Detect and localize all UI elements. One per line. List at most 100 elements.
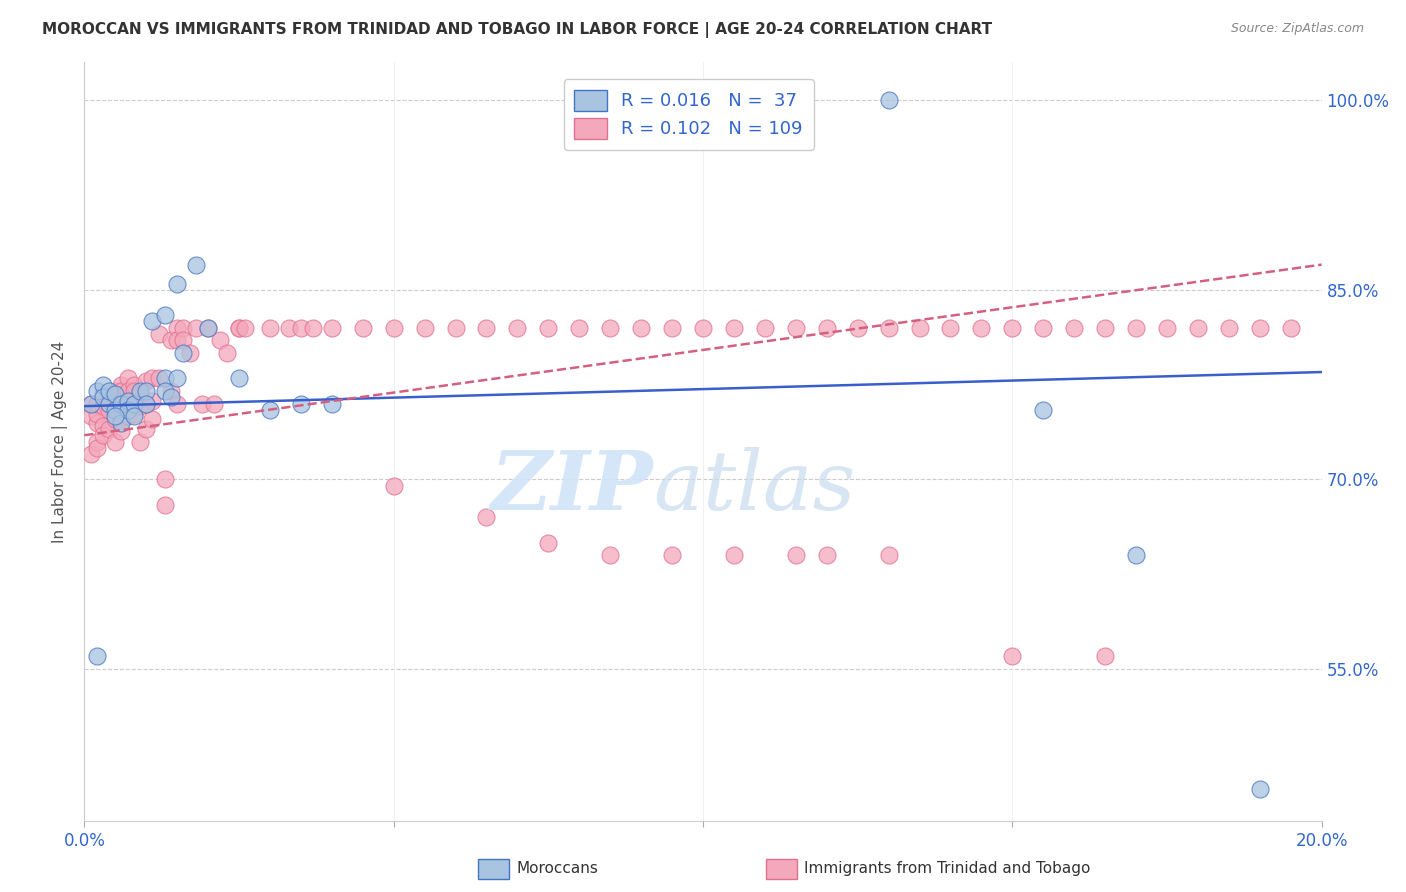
Point [160, 390, 183, 404]
Point [91, 386, 114, 401]
Point [104, 386, 127, 401]
Point [352, 320, 374, 334]
Point [228, 371, 250, 385]
Point [110, 416, 132, 430]
Point [79, 396, 101, 410]
Point [877, 548, 900, 562]
Point [1094, 320, 1116, 334]
Point [79, 396, 101, 410]
Point [1032, 403, 1054, 417]
Text: MOROCCAN VS IMMIGRANTS FROM TRINIDAD AND TOBAGO IN LABOR FORCE | AGE 20-24 CORRE: MOROCCAN VS IMMIGRANTS FROM TRINIDAD AND… [42, 22, 993, 38]
Point [877, 320, 900, 334]
Point [382, 479, 405, 493]
Point [202, 396, 225, 410]
Point [141, 412, 163, 426]
Point [98, 403, 121, 417]
Point [785, 548, 807, 562]
Point [785, 320, 807, 334]
Point [172, 320, 194, 334]
Point [166, 334, 188, 348]
Point [98, 384, 121, 398]
Point [141, 371, 163, 385]
Point [122, 396, 145, 410]
Point [290, 396, 312, 410]
Point [815, 548, 838, 562]
Point [122, 377, 145, 392]
Point [661, 320, 683, 334]
Point [141, 394, 163, 409]
Point [413, 320, 436, 334]
Point [382, 320, 405, 334]
Point [1187, 320, 1209, 334]
Point [153, 371, 176, 385]
Point [129, 399, 152, 413]
Point [599, 320, 621, 334]
Point [153, 384, 176, 398]
Point [290, 320, 312, 334]
Point [537, 320, 560, 334]
Point [135, 384, 157, 398]
Point [86, 441, 108, 455]
Point [160, 384, 183, 398]
Point [166, 396, 188, 410]
Point [228, 320, 250, 334]
Point [302, 320, 325, 334]
Point [1249, 782, 1271, 797]
Point [537, 535, 560, 549]
Point [104, 434, 127, 449]
Point [184, 320, 207, 334]
Text: ZIP: ZIP [491, 447, 654, 527]
Point [723, 320, 745, 334]
Point [122, 384, 145, 398]
Point [117, 403, 139, 417]
Point [209, 334, 232, 348]
Point [129, 434, 152, 449]
Point [661, 548, 683, 562]
Point [79, 447, 101, 461]
Point [475, 320, 498, 334]
Point [91, 390, 114, 404]
Point [259, 403, 281, 417]
Point [908, 320, 931, 334]
Point [184, 258, 207, 272]
Point [1156, 320, 1178, 334]
Point [79, 409, 101, 424]
Point [475, 510, 498, 524]
Point [568, 320, 591, 334]
Point [104, 403, 127, 417]
Point [846, 320, 869, 334]
Point [122, 407, 145, 421]
Text: Moroccans: Moroccans [516, 862, 598, 876]
Point [117, 394, 139, 409]
Text: atlas: atlas [654, 447, 856, 527]
Point [692, 320, 714, 334]
Text: Source: ZipAtlas.com: Source: ZipAtlas.com [1230, 22, 1364, 36]
Point [939, 320, 962, 334]
Point [98, 396, 121, 410]
Point [86, 407, 108, 421]
Point [110, 412, 132, 426]
Point [630, 320, 652, 334]
Point [135, 396, 157, 410]
Point [104, 396, 127, 410]
Point [98, 386, 121, 401]
Point [754, 320, 776, 334]
Point [153, 308, 176, 322]
Point [1094, 649, 1116, 664]
Point [179, 346, 201, 360]
Point [228, 320, 250, 334]
Point [129, 384, 152, 398]
Point [321, 320, 343, 334]
Point [153, 498, 176, 512]
Point [148, 371, 170, 385]
Point [172, 346, 194, 360]
Point [1001, 320, 1024, 334]
Point [91, 399, 114, 413]
Point [321, 396, 343, 410]
Point [117, 384, 139, 398]
Point [1032, 320, 1054, 334]
Point [1001, 649, 1024, 664]
Point [166, 371, 188, 385]
Point [148, 327, 170, 342]
Point [970, 320, 993, 334]
